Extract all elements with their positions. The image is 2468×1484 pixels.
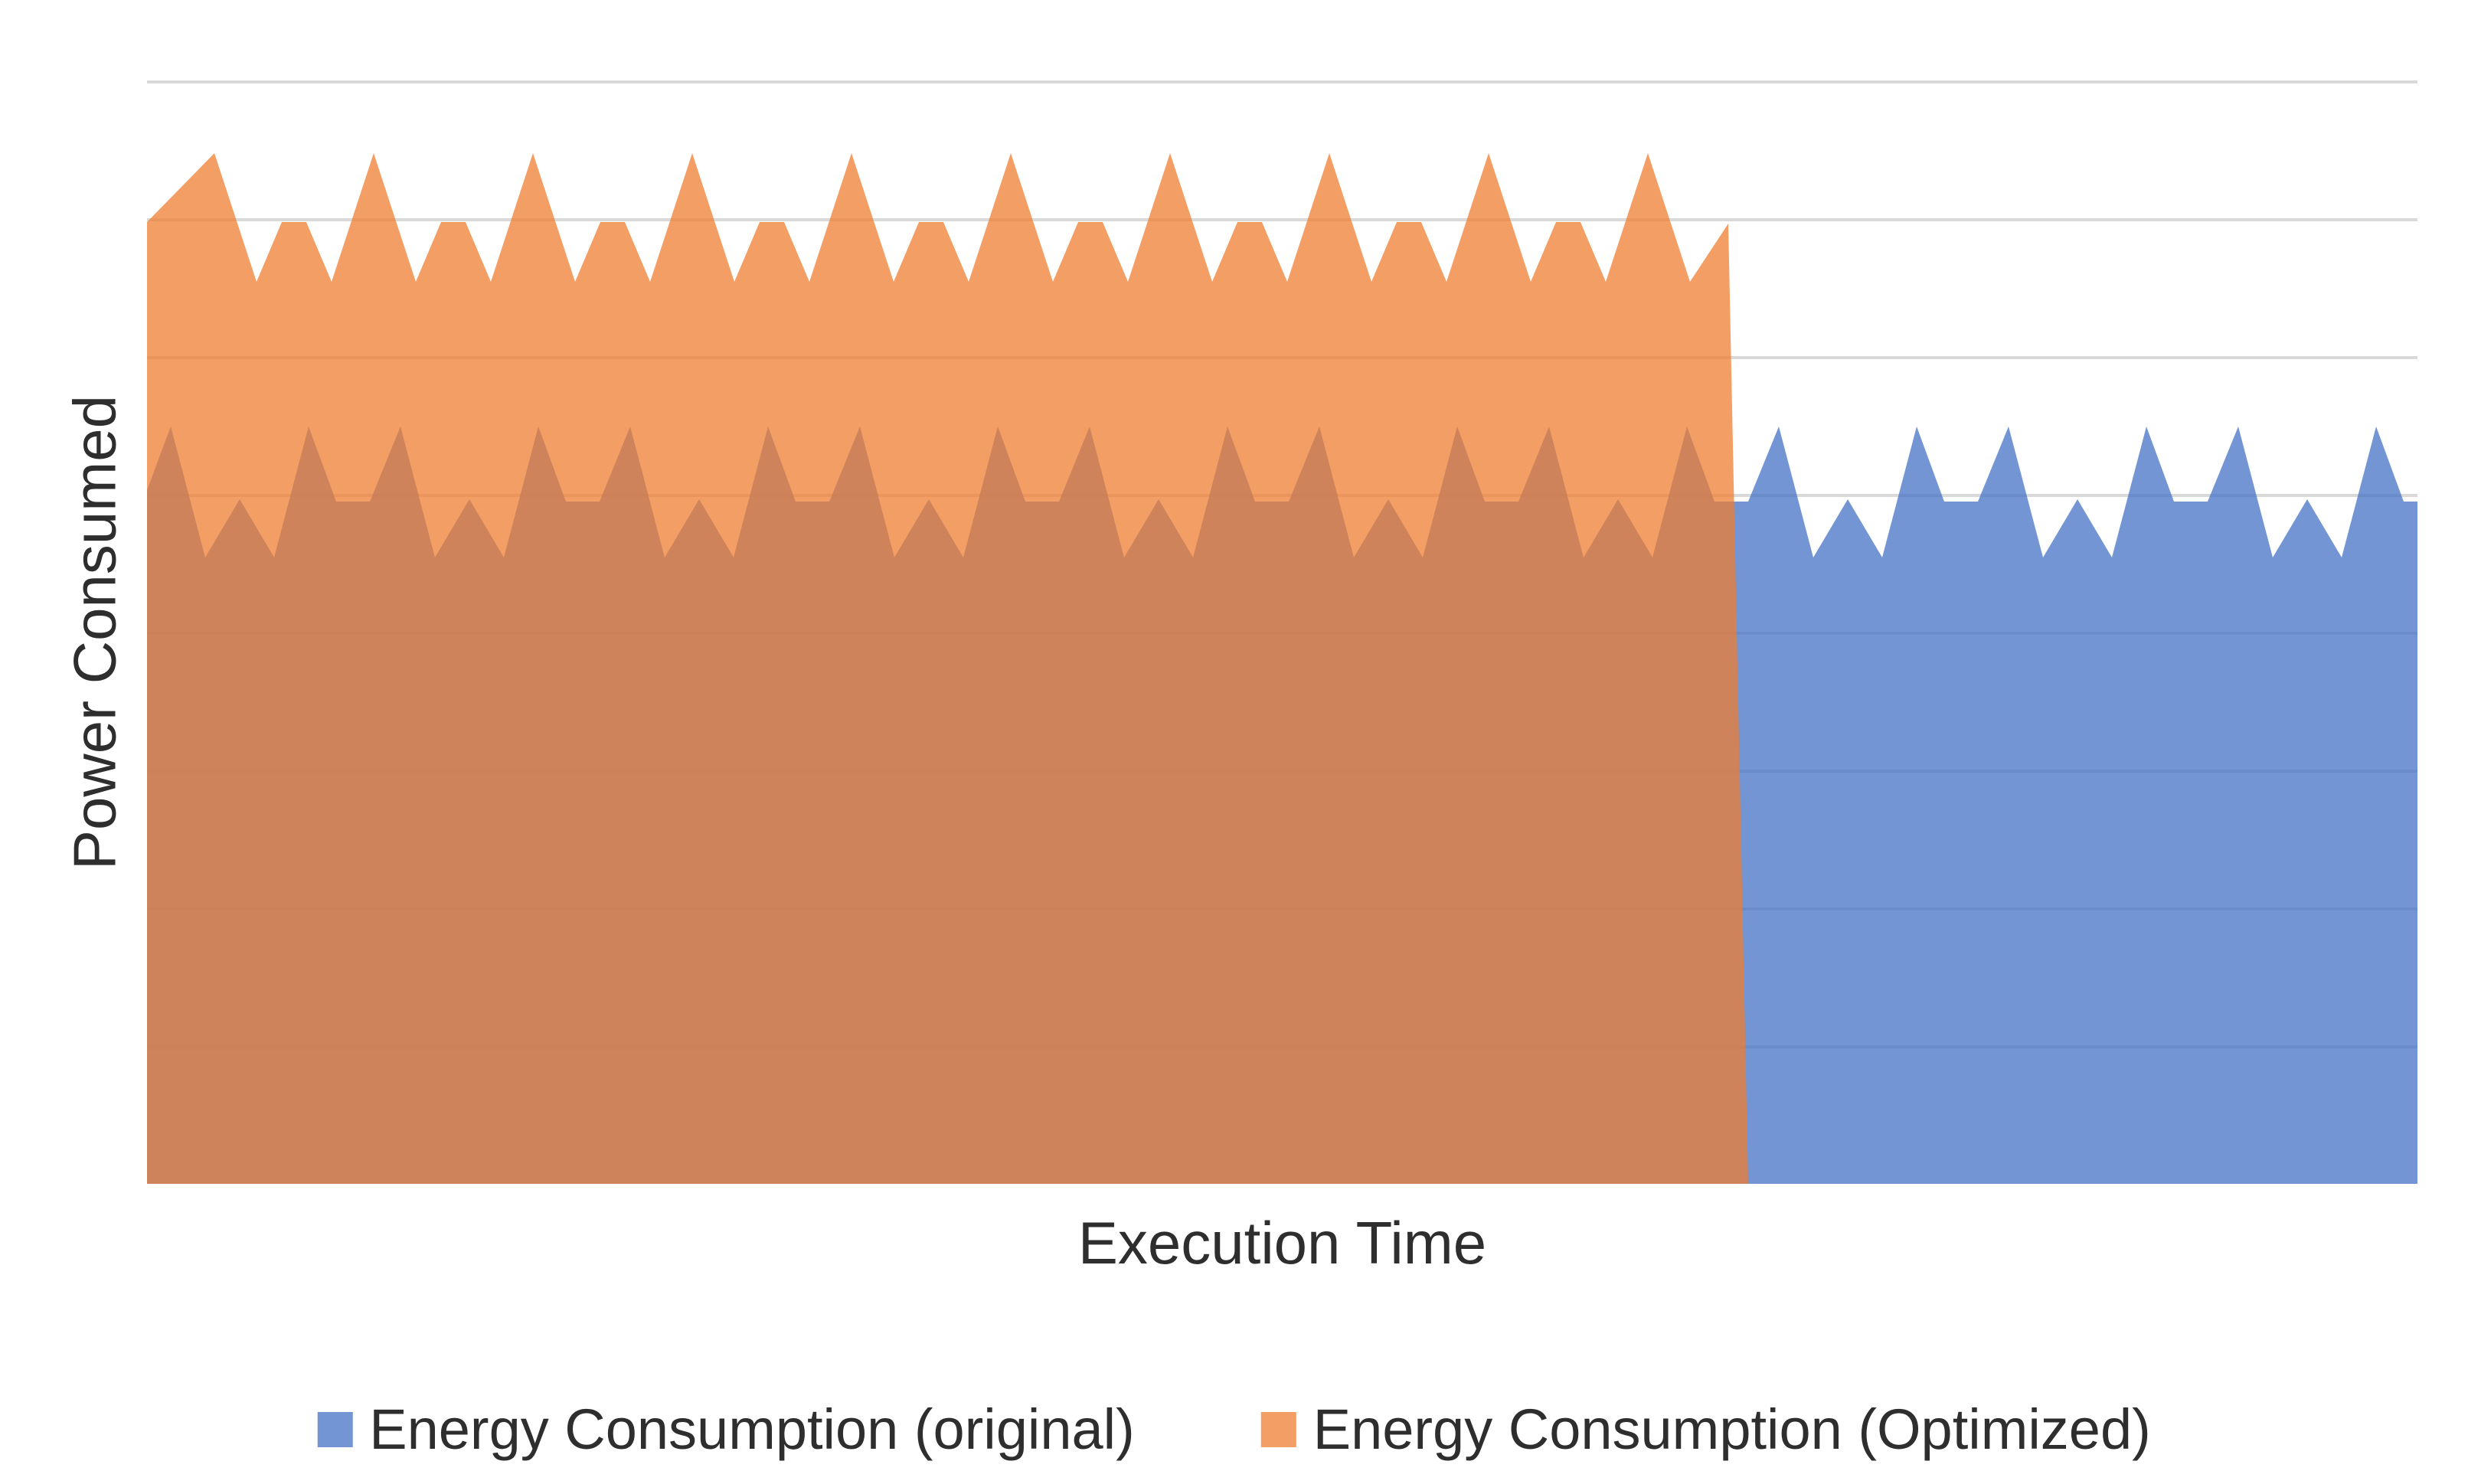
area-optimized xyxy=(147,153,1748,1184)
legend-swatch-optimized-icon xyxy=(1260,1411,1296,1447)
y-axis-title: Power Consumed xyxy=(60,395,129,870)
legend-item-original: Energy Consumption (original) xyxy=(317,1397,1135,1462)
legend: Energy Consumption (original) Energy Con… xyxy=(317,1397,2151,1462)
legend-swatch-original-icon xyxy=(317,1411,353,1447)
series-areas xyxy=(147,153,2417,1184)
legend-label-optimized: Energy Consumption (Optimized) xyxy=(1312,1397,2151,1461)
x-axis-title: Execution Time xyxy=(1077,1209,1487,1276)
legend-item-optimized: Energy Consumption (Optimized) xyxy=(1260,1397,2151,1462)
legend-label-original: Energy Consumption (original) xyxy=(369,1397,1135,1461)
